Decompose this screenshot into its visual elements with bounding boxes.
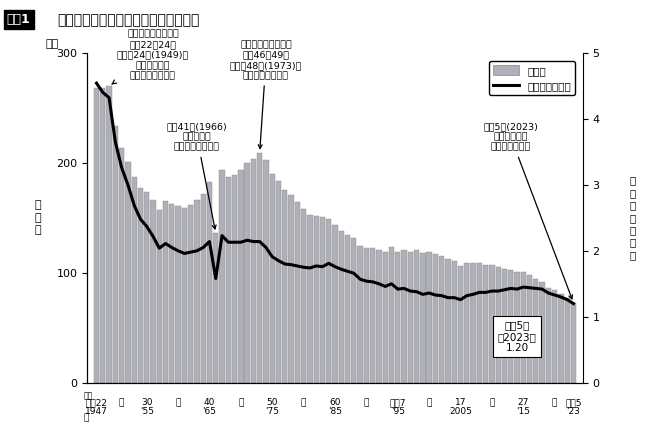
Bar xyxy=(138,188,143,383)
Bar xyxy=(144,192,149,383)
Bar xyxy=(194,200,200,383)
Text: 令和5年(2023)
最少の出生数
７２７２７７人: 令和5年(2023) 最少の出生数 ７２７２７７人 xyxy=(483,122,572,299)
Bar xyxy=(345,235,350,383)
Bar xyxy=(157,210,162,383)
Text: ・: ・ xyxy=(176,398,181,407)
Bar xyxy=(508,270,513,383)
Bar xyxy=(125,162,131,383)
Bar xyxy=(263,160,269,383)
Bar xyxy=(107,86,112,383)
Bar xyxy=(295,202,300,383)
Text: '65: '65 xyxy=(202,407,216,416)
Bar xyxy=(176,206,181,383)
Bar xyxy=(269,174,275,383)
Bar xyxy=(314,216,319,383)
Bar xyxy=(251,158,256,383)
Text: 出
生
数: 出 生 数 xyxy=(34,200,41,235)
Bar xyxy=(496,267,501,383)
Bar xyxy=(338,231,344,383)
Text: 30: 30 xyxy=(141,398,153,407)
Bar xyxy=(232,175,237,383)
Bar xyxy=(433,254,438,383)
Bar xyxy=(182,208,187,383)
Bar xyxy=(332,225,338,383)
Bar xyxy=(320,217,325,383)
Bar xyxy=(169,204,174,383)
Bar xyxy=(533,279,539,383)
Bar xyxy=(94,88,99,383)
Text: ・: ・ xyxy=(489,398,494,407)
Bar xyxy=(439,256,444,383)
Bar xyxy=(446,259,451,383)
Bar xyxy=(239,170,243,383)
Text: 27: 27 xyxy=(518,398,529,407)
Bar xyxy=(351,238,356,383)
Text: 17: 17 xyxy=(455,398,466,407)
Text: 50: 50 xyxy=(267,398,278,407)
Bar xyxy=(515,272,520,383)
Text: '23: '23 xyxy=(567,407,580,416)
Legend: 出生数, 合計特殊出生率: 出生数, 合計特殊出生率 xyxy=(488,61,576,95)
Bar xyxy=(464,263,470,383)
Bar xyxy=(452,260,457,383)
Bar xyxy=(489,265,494,383)
Text: '75: '75 xyxy=(265,407,279,416)
Bar xyxy=(527,275,532,383)
Bar xyxy=(370,248,375,383)
Bar xyxy=(288,195,293,383)
Bar xyxy=(571,303,576,383)
Bar xyxy=(383,252,388,383)
Text: 第１次ベビーブーム
昭和22～24年
（昭和24年(1949)）
最多の出生数
２６９６６３８人: 第１次ベビーブーム 昭和22～24年 （昭和24年(1949)） 最多の出生数 … xyxy=(112,29,189,84)
Bar xyxy=(539,282,545,383)
Bar xyxy=(357,246,362,383)
Bar xyxy=(364,249,369,383)
Text: ・: ・ xyxy=(426,398,432,407)
Bar xyxy=(245,163,250,383)
Bar xyxy=(483,265,488,383)
Bar xyxy=(113,126,118,383)
Bar xyxy=(558,293,563,383)
Text: 40: 40 xyxy=(204,398,215,407)
Text: 昭和22: 昭和22 xyxy=(86,398,107,407)
Bar xyxy=(219,170,224,383)
Bar xyxy=(213,233,218,383)
Text: 1947: 1947 xyxy=(85,407,108,416)
Bar xyxy=(476,263,482,383)
Text: ・: ・ xyxy=(552,398,557,407)
Bar xyxy=(546,288,551,383)
Text: '55: '55 xyxy=(140,407,153,416)
Bar xyxy=(414,250,419,383)
Bar xyxy=(389,246,394,383)
Bar xyxy=(420,253,425,383)
Bar xyxy=(470,263,476,383)
Bar xyxy=(326,219,332,383)
Bar xyxy=(282,190,287,383)
Text: 万人: 万人 xyxy=(46,40,59,49)
Bar xyxy=(188,205,194,383)
Bar xyxy=(131,177,137,383)
Bar xyxy=(458,266,463,383)
Text: ・: ・ xyxy=(238,398,244,407)
Bar xyxy=(163,201,168,383)
Bar xyxy=(565,298,570,383)
Bar xyxy=(401,250,407,383)
Bar xyxy=(308,215,313,383)
Bar xyxy=(521,272,526,383)
Bar xyxy=(276,181,281,383)
Text: ・: ・ xyxy=(364,398,369,407)
Bar xyxy=(226,177,231,383)
Bar xyxy=(200,194,206,383)
Bar xyxy=(301,209,306,383)
Text: '15: '15 xyxy=(517,407,530,416)
Bar xyxy=(119,148,125,383)
Text: 合
計
特
殊
出
生
率: 合 計 特 殊 出 生 率 xyxy=(629,176,636,260)
Text: 2005: 2005 xyxy=(449,407,472,416)
Text: 年: 年 xyxy=(84,414,89,422)
Text: 令和5年
（2023）
1.20: 令和5年 （2023） 1.20 xyxy=(498,320,537,353)
Text: ・: ・ xyxy=(119,398,125,407)
Text: '85: '85 xyxy=(328,407,342,416)
Text: 昭和41年(1966)
ひのえうま
１３６０９７４人: 昭和41年(1966) ひのえうま １３６０９７４人 xyxy=(167,122,227,229)
Bar xyxy=(100,88,105,383)
Text: 第２次ベビーブーム
昭和46～49年
（昭和48年(1973)）
２０９１９８３人: 第２次ベビーブーム 昭和46～49年 （昭和48年(1973)） ２０９１９８３… xyxy=(230,40,302,149)
Text: 昭和: 昭和 xyxy=(84,392,93,400)
